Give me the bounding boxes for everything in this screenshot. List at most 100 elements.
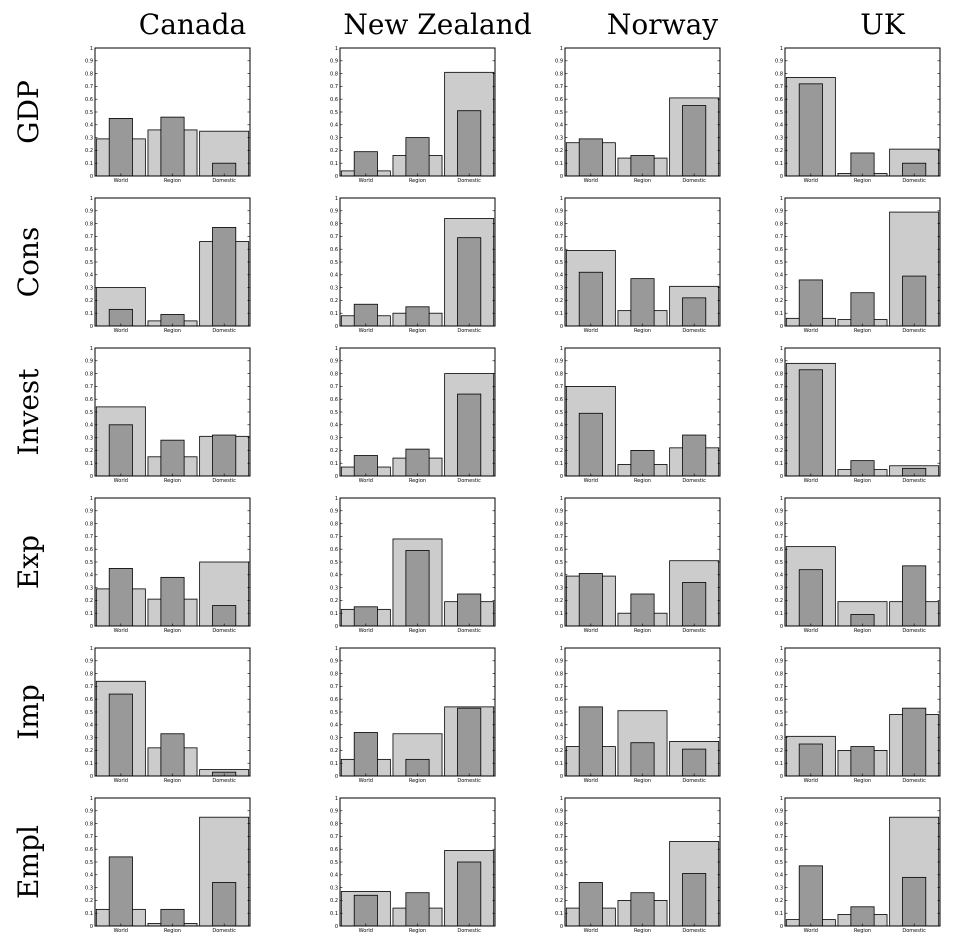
y-tick-label: 0.1	[330, 311, 338, 317]
y-tick-label: 0.5	[85, 860, 93, 866]
y-tick-label: 0.4	[555, 723, 563, 729]
x-tick-label: World	[584, 628, 598, 634]
x-tick-label: World	[584, 328, 598, 334]
panel: 0 0.1 0.2 0.3 0.4 0.5 0.6 0.7 0.8 0.9 1 World Region…	[555, 646, 721, 784]
y-tick-label: 0.1	[85, 761, 93, 767]
y-tick-label: 0.8	[330, 71, 338, 77]
y-tick-label: 0.6	[555, 547, 563, 553]
y-tick-label: 1	[560, 346, 563, 352]
inner-bar	[630, 593, 655, 627]
inner-bar	[108, 856, 133, 927]
variable-titles: GDP Cons Invest Exp Imp Empl	[12, 80, 45, 899]
inner-bar	[630, 742, 655, 777]
y-tick-label: 0.6	[85, 247, 93, 253]
y-tick-label: 0.2	[330, 298, 338, 304]
y-tick-label: 0.5	[555, 710, 563, 716]
y-tick-label: 0.2	[775, 448, 783, 454]
y-tick-label: 0.5	[555, 410, 563, 416]
y-tick-label: 1	[780, 646, 783, 652]
y-tick-label: 0	[780, 324, 783, 330]
y-tick-label: 1	[335, 346, 338, 352]
y-tick-label: 0.4	[330, 123, 338, 129]
y-tick-label: 0.2	[555, 148, 563, 154]
y-tick-label: 0.2	[555, 448, 563, 454]
y-tick-label: 0	[335, 924, 338, 930]
y-tick-label: 0.3	[775, 435, 783, 441]
y-tick-label: 0	[560, 474, 563, 480]
x-tick-label: Domestic	[457, 178, 481, 184]
y-tick-label: 0.4	[85, 423, 93, 429]
y-tick-label: 0.3	[775, 585, 783, 591]
y-tick-label: 0.1	[775, 461, 783, 467]
x-tick-label: Region	[854, 178, 871, 184]
outer-bar	[444, 218, 495, 327]
y-tick-label: 0	[560, 774, 563, 780]
y-tick-label: 0.8	[330, 221, 338, 227]
y-tick-label: 0.2	[85, 748, 93, 754]
y-tick-label: 1	[780, 46, 783, 52]
x-tick-label: Domestic	[212, 178, 236, 184]
y-tick-label: 0	[780, 174, 783, 180]
y-tick-label: 0.6	[555, 697, 563, 703]
inner-bar	[160, 439, 185, 477]
y-tick-label: 0.9	[555, 209, 563, 215]
x-tick-label: Region	[634, 778, 651, 784]
y-tick-label: 0.7	[555, 234, 563, 240]
y-tick-label: 0.9	[85, 209, 93, 215]
y-tick-label: 0.9	[330, 209, 338, 215]
x-tick-label: World	[114, 328, 128, 334]
y-tick-label: 1	[780, 796, 783, 802]
y-tick-label: 0.2	[330, 898, 338, 904]
inner-bar	[457, 861, 482, 927]
y-tick-label: 0.6	[775, 397, 783, 403]
y-tick-label: 0.9	[85, 59, 93, 65]
y-tick-label: 0.8	[85, 671, 93, 677]
y-tick-label: 1	[90, 496, 93, 502]
y-tick-label: 0.9	[330, 359, 338, 365]
y-tick-label: 0.6	[85, 847, 93, 853]
y-tick-label: 0.5	[775, 260, 783, 266]
y-tick-label: 0.7	[330, 834, 338, 840]
x-tick-label: Region	[854, 478, 871, 484]
inner-bar	[405, 306, 430, 327]
y-tick-label: 0.9	[775, 659, 783, 665]
y-tick-label: 0.8	[555, 671, 563, 677]
y-tick-label: 0.9	[330, 59, 338, 65]
panel: 0 0.1 0.2 0.3 0.4 0.5 0.6 0.7 0.8 0.9 1 World Region…	[775, 196, 941, 334]
country-title: UK	[860, 8, 906, 41]
panel: 0 0.1 0.2 0.3 0.4 0.5 0.6 0.7 0.8 0.9 1 World Region…	[330, 796, 496, 934]
y-tick-label: 1	[560, 46, 563, 52]
y-tick-label: 0.9	[85, 359, 93, 365]
inner-bar	[405, 448, 430, 477]
inner-bar	[405, 137, 430, 177]
y-tick-label: 0.3	[555, 135, 563, 141]
y-tick-label: 0.9	[85, 659, 93, 665]
inner-bar	[108, 568, 133, 627]
y-tick-label: 0.9	[555, 509, 563, 515]
y-tick-label: 0.5	[555, 560, 563, 566]
y-tick-label: 0.6	[85, 547, 93, 553]
inner-bar	[108, 118, 133, 177]
y-tick-label: 0.9	[85, 509, 93, 515]
panel: 0 0.1 0.2 0.3 0.4 0.5 0.6 0.7 0.8 0.9 1 World Region…	[555, 346, 721, 484]
y-tick-label: 0.1	[330, 761, 338, 767]
panel: 0 0.1 0.2 0.3 0.4 0.5 0.6 0.7 0.8 0.9 1 World Region…	[555, 46, 721, 184]
y-tick-label: 0.2	[85, 448, 93, 454]
y-tick-label: 0.2	[555, 898, 563, 904]
y-tick-label: 0.1	[555, 911, 563, 917]
y-tick-label: 0.4	[85, 873, 93, 879]
y-tick-label: 0.6	[775, 697, 783, 703]
x-tick-label: World	[584, 778, 598, 784]
x-tick-label: Region	[409, 778, 426, 784]
panel: 0 0.1 0.2 0.3 0.4 0.5 0.6 0.7 0.8 0.9 1 World Region…	[775, 496, 941, 634]
y-tick-label: 0.4	[555, 123, 563, 129]
x-tick-label: Domestic	[902, 778, 926, 784]
x-tick-label: World	[114, 178, 128, 184]
y-tick-label: 0.1	[775, 611, 783, 617]
y-tick-label: 0	[560, 624, 563, 630]
country-title: Canada	[139, 8, 246, 41]
y-tick-label: 0.1	[775, 161, 783, 167]
y-tick-label: 0.6	[330, 247, 338, 253]
y-tick-label: 0.3	[775, 285, 783, 291]
inner-bar	[798, 369, 823, 477]
